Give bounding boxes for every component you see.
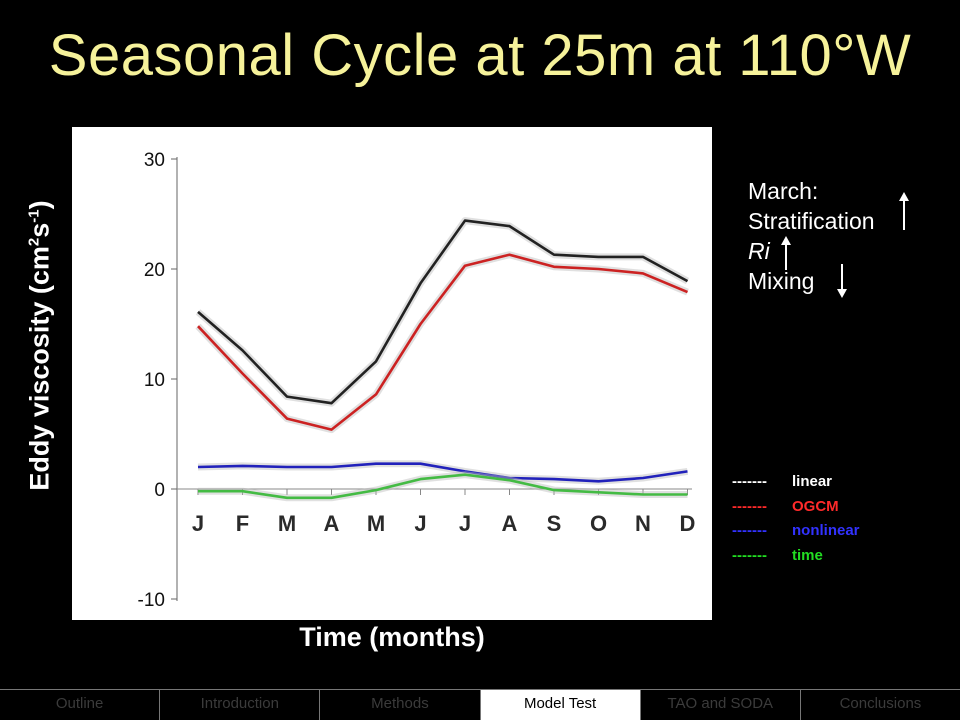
legend-dash: ------- <box>732 497 767 515</box>
legend-item-ogcm: ------- OGCM <box>732 495 860 520</box>
x-tick-label: N <box>635 511 651 536</box>
arrow-up-icon <box>781 236 791 270</box>
y-axis-label: Eddy viscosity (cm2s-1) <box>24 200 55 491</box>
march-annotation: March: Stratification Ri Mixing <box>748 176 875 296</box>
series-line-shadow-linear <box>195 217 690 407</box>
x-tick-label: A <box>502 511 518 536</box>
series-line-linear <box>197 219 689 405</box>
y-tick-label: -10 <box>138 590 165 611</box>
legend-dash: ------- <box>732 522 767 539</box>
x-tick-label: S <box>547 511 562 536</box>
legend-dash: ------- <box>732 546 767 564</box>
x-tick-label: J <box>414 511 426 536</box>
y-tick-label: 20 <box>144 260 165 281</box>
y-tick-label: 0 <box>154 480 165 501</box>
nav-tab-tao-and-soda[interactable]: TAO and SODA <box>640 690 801 720</box>
legend-label: time <box>792 546 823 564</box>
x-tick-label: J <box>459 511 471 536</box>
series-line-nonlinear <box>197 462 688 483</box>
annotation-heading: March: <box>748 178 819 204</box>
nav-tab-outline[interactable]: Outline <box>0 690 161 720</box>
section-nav-bar: Outline Introduction Methods Model Test … <box>0 689 960 720</box>
annotation-stratification: Stratification <box>748 208 875 234</box>
nav-tab-model-test[interactable]: Model Test <box>480 690 641 720</box>
nav-tab-introduction[interactable]: Introduction <box>160 690 321 720</box>
arrow-down-icon <box>837 264 847 298</box>
y-tick-label: 30 <box>144 150 165 171</box>
legend-item-nonlinear: ------- nonlinear <box>732 519 860 544</box>
x-tick-label: M <box>278 511 296 536</box>
line-chart: 30 20 10 0 -10 J F M A M J J A S O N D <box>138 150 696 611</box>
legend-item-time: ------- time <box>732 544 860 569</box>
x-tick-label: D <box>680 511 696 536</box>
legend-label: nonlinear <box>792 522 860 539</box>
series-line-ogcm <box>197 253 689 431</box>
x-tick-label: M <box>367 511 385 536</box>
annotation-mixing: Mixing <box>748 268 815 294</box>
x-tick-label: J <box>192 511 204 536</box>
x-axis-label: Time (months) <box>299 622 485 652</box>
arrow-up-icon <box>899 192 909 230</box>
legend-dash: ------- <box>732 473 767 490</box>
x-tick-label: A <box>324 511 340 536</box>
annotation-ri: Ri <box>748 238 770 264</box>
series-line-time <box>198 473 688 500</box>
legend-item-linear: ------- linear <box>732 470 860 495</box>
nav-tab-methods[interactable]: Methods <box>320 690 481 720</box>
plot-panel: 30 20 10 0 -10 J F M A M J J A S O N D <box>72 127 712 620</box>
legend: ------- linear ------- OGCM ------- nonline… <box>732 470 860 568</box>
legend-label: OGCM <box>792 497 839 515</box>
slide-title: Seasonal Cycle at 25m at 110°W <box>48 23 912 88</box>
x-tick-label: F <box>236 511 249 536</box>
x-tick-label: O <box>590 511 607 536</box>
legend-label: linear <box>792 473 833 490</box>
y-tick-label: 10 <box>144 370 165 391</box>
nav-tab-conclusions[interactable]: Conclusions <box>800 690 960 720</box>
